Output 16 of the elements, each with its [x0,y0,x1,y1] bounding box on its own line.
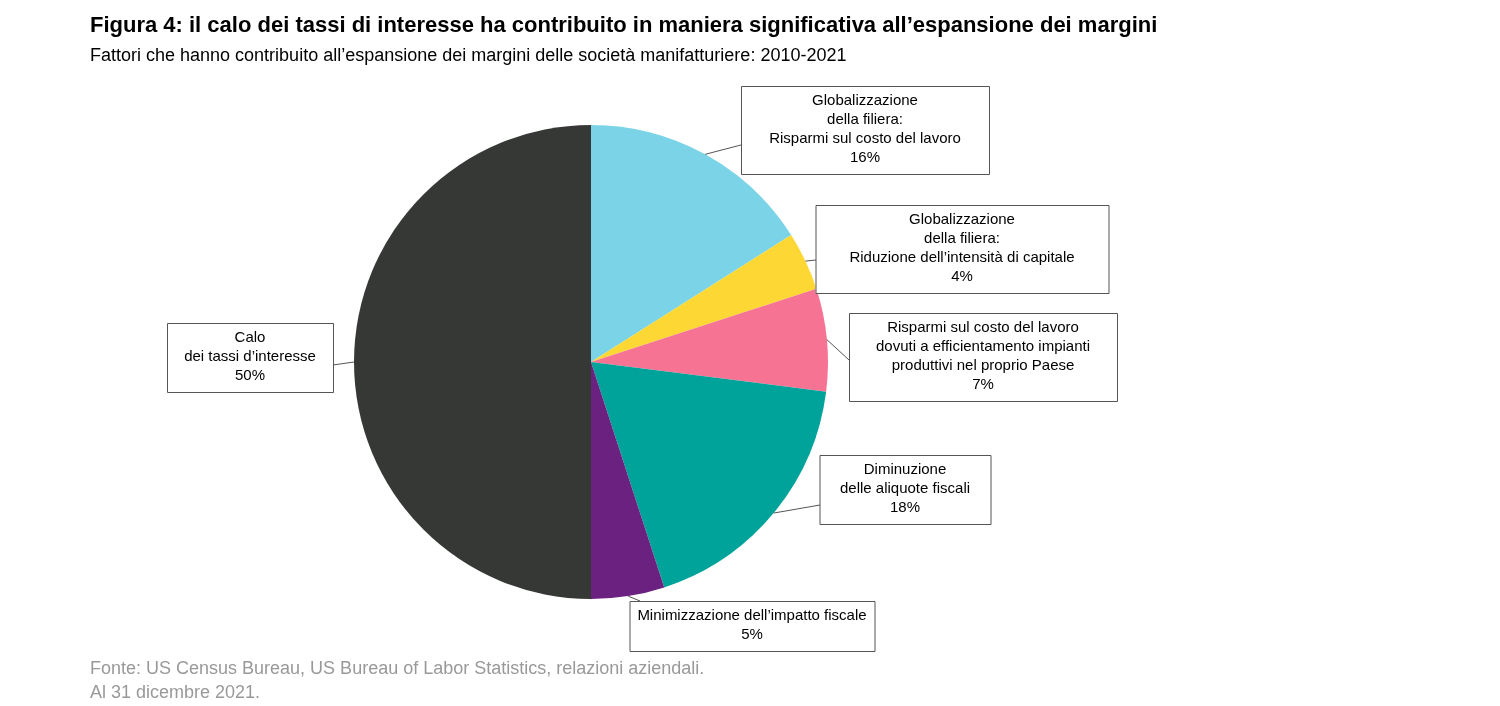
slice-label: Minimizzazione dell’impatto fiscale [637,605,867,623]
slice-label: Risparmi sul costo del lavoro dovuti a efficientamento impianti produttivi nel proprio Paese [875,317,1091,373]
chart-title: Figura 4: il calo dei tassi di interesse ha contribuito in maniera significativa all’espansione dei margini [90,12,1158,38]
slice-label: Globalizzazione della filiera: Risparmi sul costo del lavoro [769,90,961,146]
data-label: 4% [951,266,973,284]
chart-subtitle: Fattori che hanno contribuito all’espansione dei margini delle società manifatturiere: 2010-2021 [90,45,847,66]
data-label: 18% [889,497,921,515]
source-note: Fonte: US Census Bureau, US Bureau of Labor Statistics, relazioni aziendali. [90,657,705,680]
text: Al 31 dicembre 2021. [90,681,262,704]
data-label: 50% [234,365,266,383]
slice-label: Globalizzazione della filiera: Riduzione dell’intensità di capitale [849,209,1075,265]
slice-label: Diminuzione delle aliquote fiscali [839,459,971,496]
data-label: 5% [741,624,763,642]
data-label: 16% [849,147,881,165]
data-label: 7% [972,374,994,392]
slice-label: Calo dei tassi d’interesse [184,327,316,364]
